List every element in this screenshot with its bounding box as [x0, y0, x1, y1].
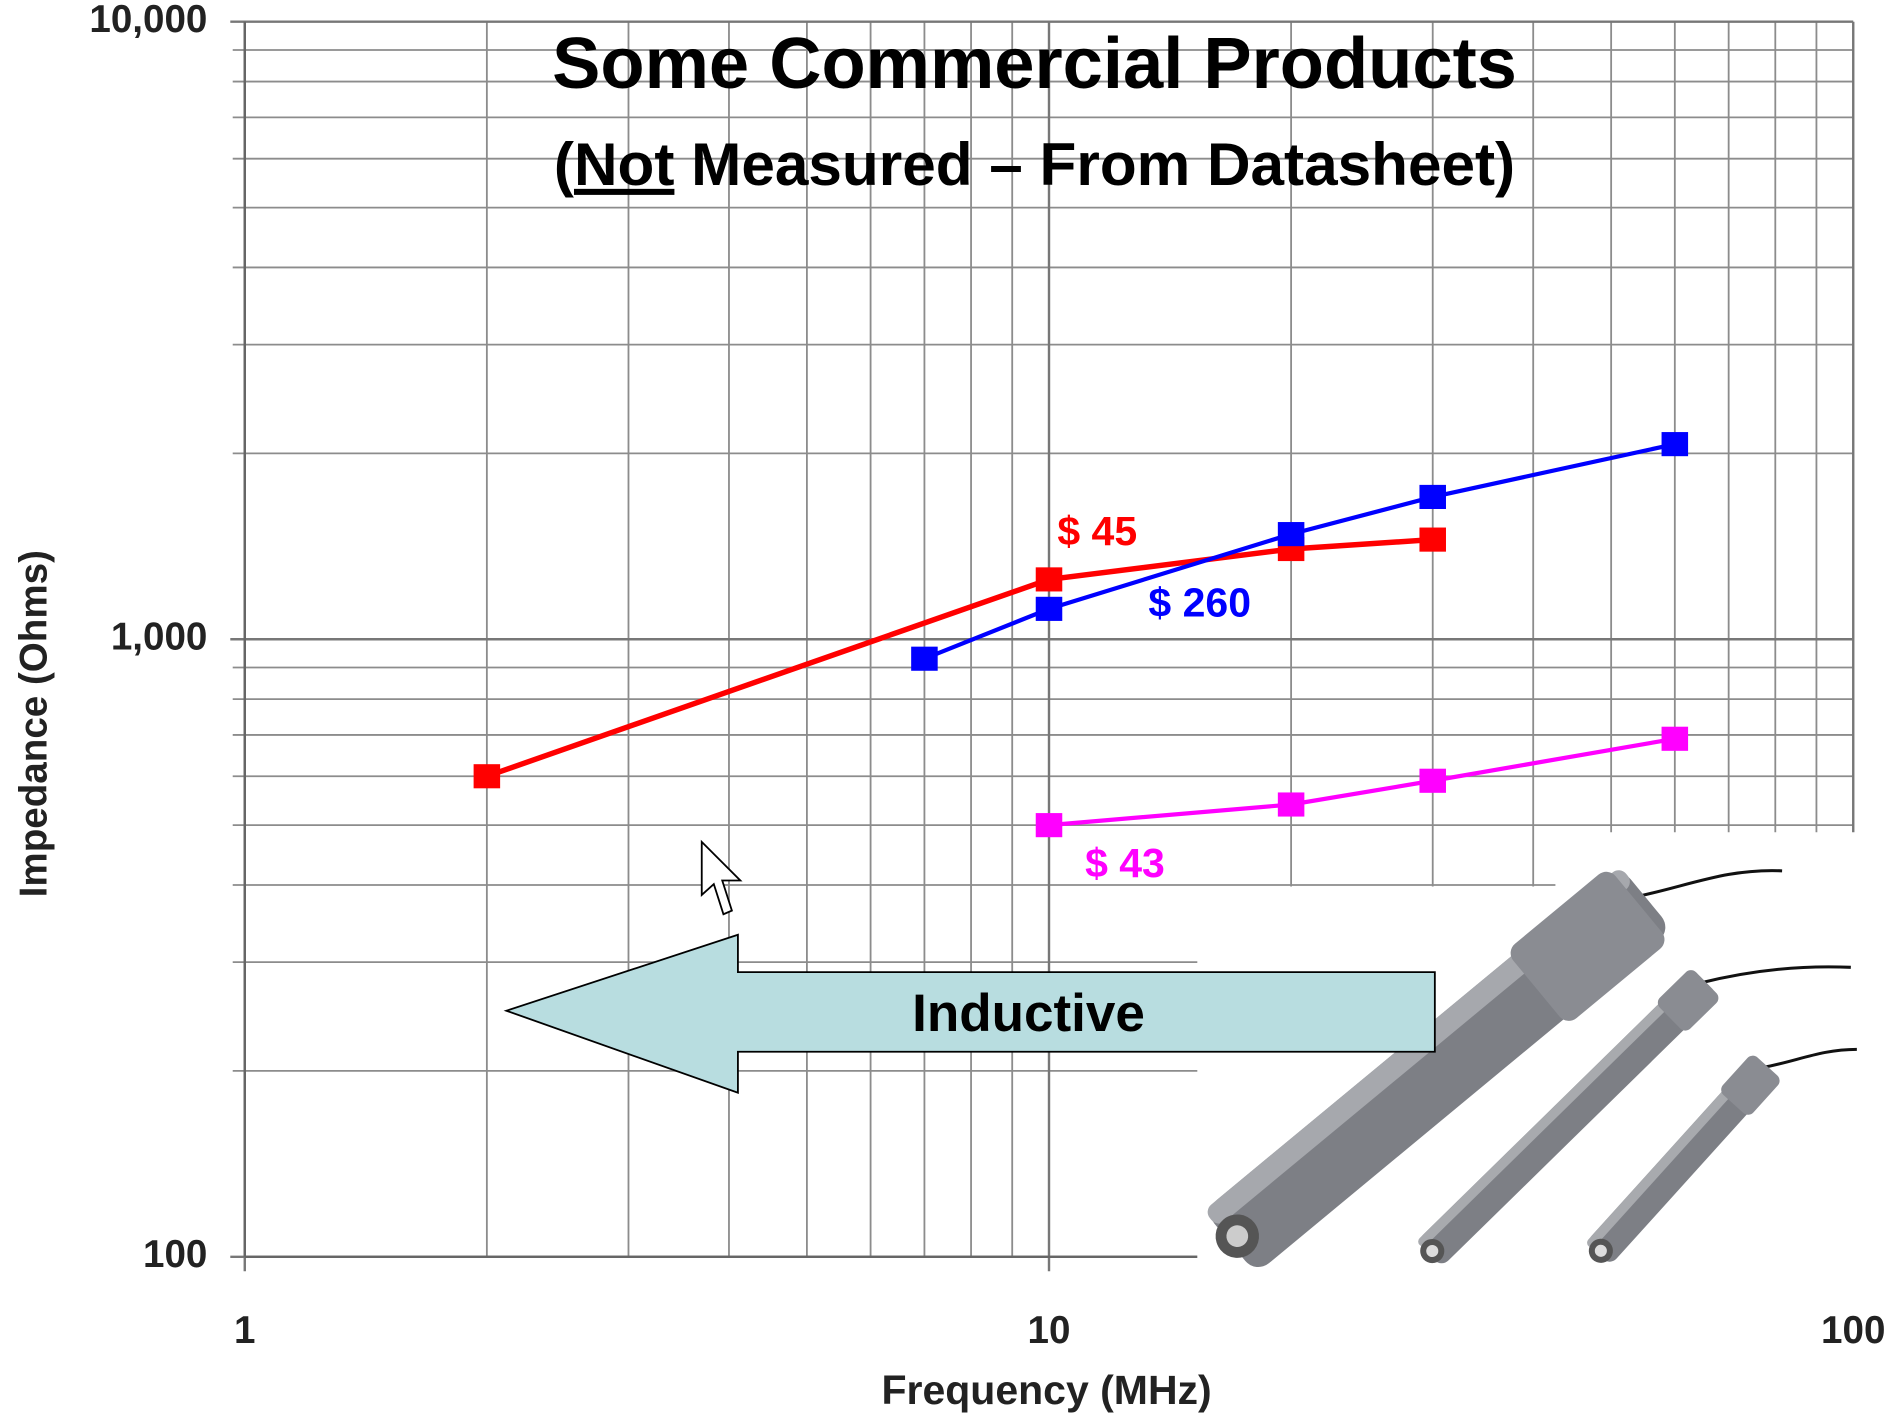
data-point — [1277, 792, 1305, 817]
data-point — [473, 764, 501, 789]
series-label: $ 260 — [1148, 579, 1251, 625]
data-point — [1661, 432, 1689, 457]
x-tick-label: 1 — [234, 1309, 255, 1352]
x-tick-label: 10 — [1028, 1309, 1071, 1352]
data-point — [1661, 726, 1689, 751]
probe-small — [1587, 1055, 1780, 1263]
x-axis-title: Frequency (MHz) — [881, 1367, 1211, 1413]
cursor — [700, 839, 743, 916]
y-tick-label: 10,000 — [89, 0, 207, 41]
series-label: $ 43 — [1085, 840, 1165, 886]
probe-medium — [1418, 970, 1719, 1264]
data-point — [1035, 813, 1063, 838]
chart-subtitle: (Not Measured – From Datasheet) — [554, 130, 1515, 198]
plot-marks: $ 45$ 260 $ 43 — [473, 432, 1689, 886]
y-tick-label: 100 — [143, 1233, 207, 1276]
data-point — [1419, 527, 1446, 552]
data-point — [1419, 768, 1446, 793]
series-label: $ 45 — [1057, 508, 1137, 554]
x-tick-label: 100 — [1821, 1309, 1885, 1352]
y-tick-label: 1,000 — [111, 615, 208, 658]
annotation: Inductive — [912, 984, 1145, 1043]
data-point — [1419, 484, 1446, 510]
series-line — [1048, 736, 1676, 828]
y-axis-title: Impedance (Ohms) — [12, 550, 55, 897]
data-point — [1035, 596, 1063, 621]
subtitle-part: Not — [574, 130, 674, 198]
wire — [1627, 869, 1783, 901]
series-line — [485, 536, 1433, 779]
data-point — [1277, 522, 1305, 547]
annotation-arrow — [503, 933, 1436, 1095]
wire — [1762, 1047, 1857, 1069]
subtitle-part: ( — [554, 130, 575, 198]
chart-title: Some Commercial Products — [552, 24, 1517, 104]
data-point — [1035, 567, 1063, 592]
product-photo — [1197, 832, 1857, 1285]
wire — [1699, 965, 1851, 985]
data-point — [911, 646, 938, 671]
subtitle-part: Measured – From Datasheet) — [674, 130, 1515, 198]
